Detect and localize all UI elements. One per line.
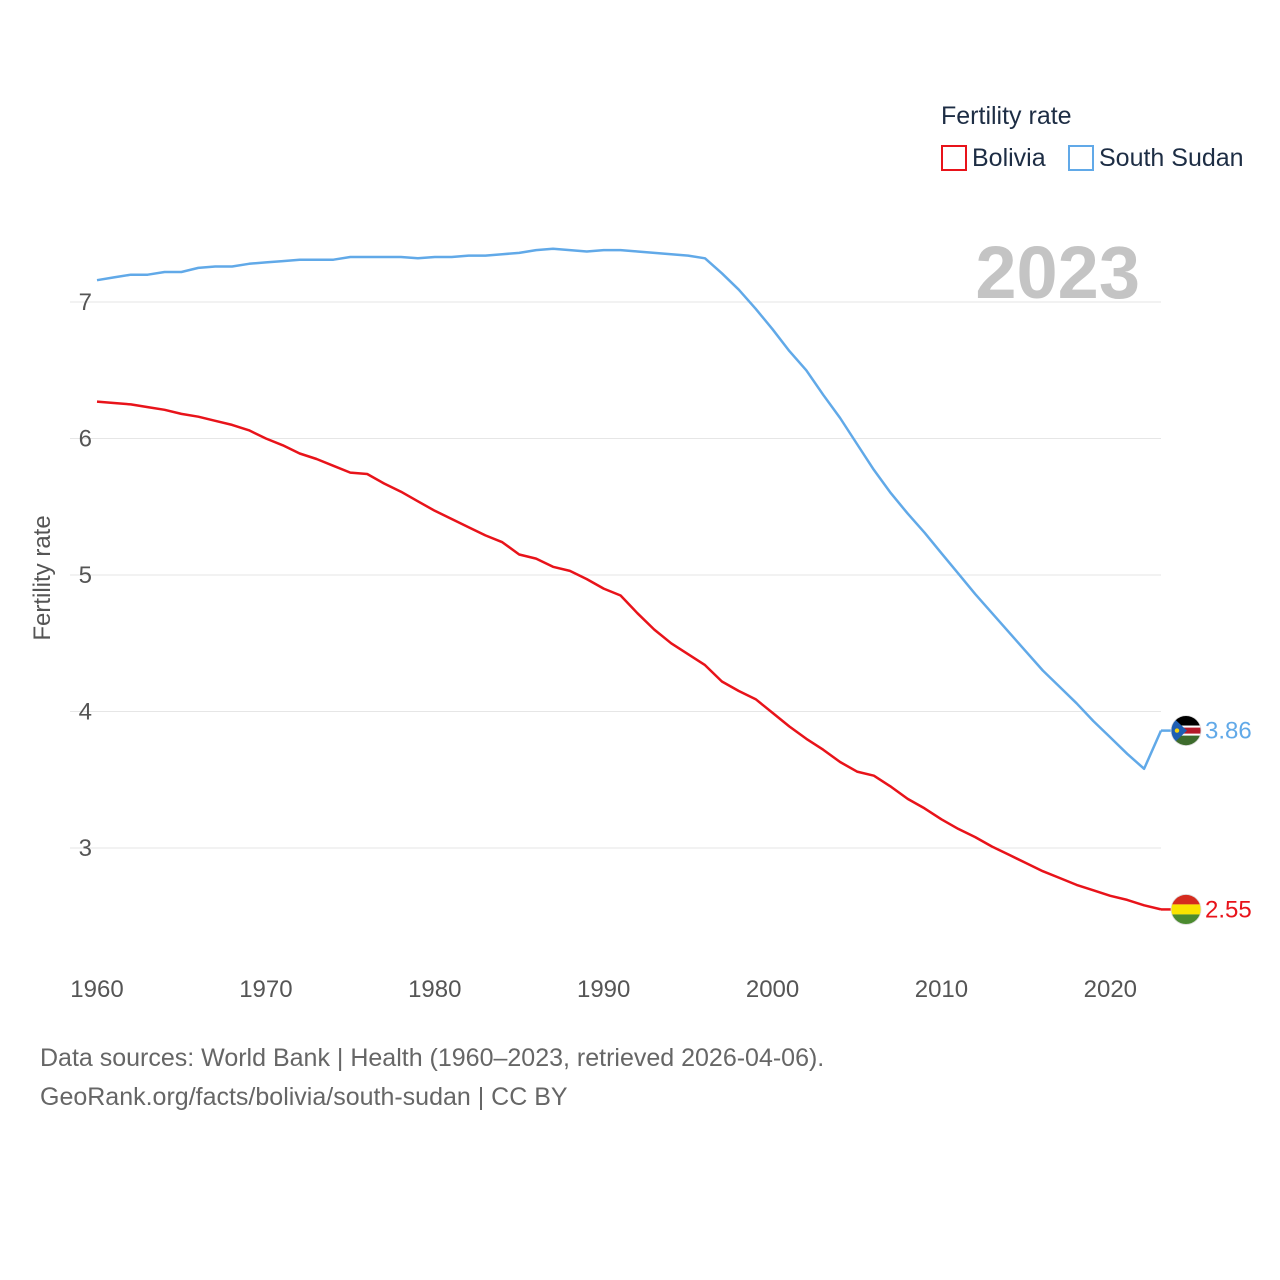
x-tick-label: 1990 bbox=[577, 976, 630, 1003]
legend-item-south-sudan[interactable]: South Sudan bbox=[1068, 144, 1244, 172]
current-year-label: 2023 bbox=[975, 231, 1140, 314]
y-tick-label: 6 bbox=[79, 426, 92, 453]
x-tick-label: 1970 bbox=[239, 976, 292, 1003]
y-axis-ticks: 3 4 5 6 7 bbox=[79, 289, 92, 862]
legend-label: South Sudan bbox=[1099, 144, 1244, 172]
series-lines bbox=[96, 247, 1163, 911]
legend-swatch bbox=[941, 145, 967, 171]
y-tick-label: 7 bbox=[79, 289, 92, 316]
gridlines bbox=[70, 301, 1161, 849]
y-tick-label: 4 bbox=[79, 699, 92, 726]
legend-swatch bbox=[1068, 145, 1094, 171]
x-tick-label: 2020 bbox=[1084, 976, 1137, 1003]
x-tick-label: 1980 bbox=[408, 976, 461, 1003]
x-tick-label: 2000 bbox=[746, 976, 799, 1003]
bolivia-flag-icon bbox=[1170, 894, 1202, 925]
legend-label: Bolivia bbox=[972, 144, 1046, 172]
footer-data-sources: Data sources: World Bank | Health (1960–… bbox=[40, 1044, 825, 1072]
series-line-bolivia bbox=[96, 400, 1162, 911]
x-tick-label: 2010 bbox=[915, 976, 968, 1003]
series-line-south-sudan bbox=[96, 247, 1163, 771]
legend-title: Fertility rate bbox=[941, 102, 1072, 130]
x-axis-ticks: 1960 1970 1980 1990 2000 2010 2020 bbox=[70, 976, 1137, 1003]
x-tick-label: 1960 bbox=[70, 976, 123, 1003]
legend: Fertility rate Bolivia South Sudan bbox=[941, 102, 1244, 172]
y-tick-label: 3 bbox=[79, 835, 92, 862]
y-axis-title: Fertility rate bbox=[29, 515, 56, 640]
fertility-rate-chart: 3 4 5 6 7 1960 1970 1980 1990 2000 2010 2020 Ferti… bbox=[29, 102, 1252, 1003]
footer-attribution[interactable]: GeoRank.org/facts/bolivia/south-sudan | … bbox=[40, 1083, 568, 1111]
legend-item-bolivia[interactable]: Bolivia bbox=[941, 144, 1046, 172]
series-end-value-label: 2.55 bbox=[1205, 896, 1252, 923]
series-end-value-label: 3.86 bbox=[1205, 718, 1252, 745]
south-sudan-flag-icon bbox=[1170, 715, 1202, 747]
y-tick-label: 5 bbox=[79, 562, 92, 589]
series-end-markers: 2.55 3.86 bbox=[1161, 715, 1252, 925]
